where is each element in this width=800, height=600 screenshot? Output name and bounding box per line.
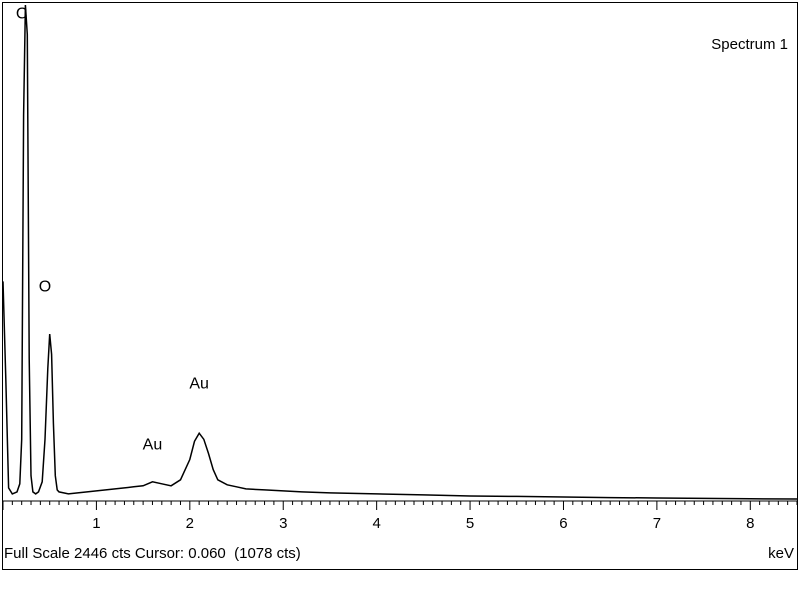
spectrum-title: Spectrum 1 <box>711 36 788 53</box>
x-tick-label: 1 <box>92 515 100 532</box>
spectrum-line <box>2 4 798 500</box>
x-axis-unit-label: keV <box>768 545 794 562</box>
x-axis-tick-labels: 1 2 3 4 5 6 7 8 <box>92 515 754 532</box>
peak-label: C <box>16 5 28 22</box>
x-tick-label: 6 <box>559 515 567 532</box>
peak-label: O <box>39 279 51 296</box>
x-tick-label: 7 <box>653 515 661 532</box>
peak-label: Au <box>143 436 163 453</box>
x-tick-label: 3 <box>279 515 287 532</box>
spectrum-plot-frame <box>2 2 798 570</box>
x-axis-ticks <box>2 501 798 510</box>
peak-annotations: C O Au Au <box>16 5 209 453</box>
peak-label: Au <box>189 376 209 393</box>
x-tick-label: 2 <box>186 515 194 532</box>
x-tick-label: 5 <box>466 515 474 532</box>
footer-readout: Full Scale 2446 cts Cursor: 0.060 (1078 … <box>4 545 301 562</box>
x-tick-label: 8 <box>746 515 754 532</box>
x-tick-label: 4 <box>372 515 380 532</box>
